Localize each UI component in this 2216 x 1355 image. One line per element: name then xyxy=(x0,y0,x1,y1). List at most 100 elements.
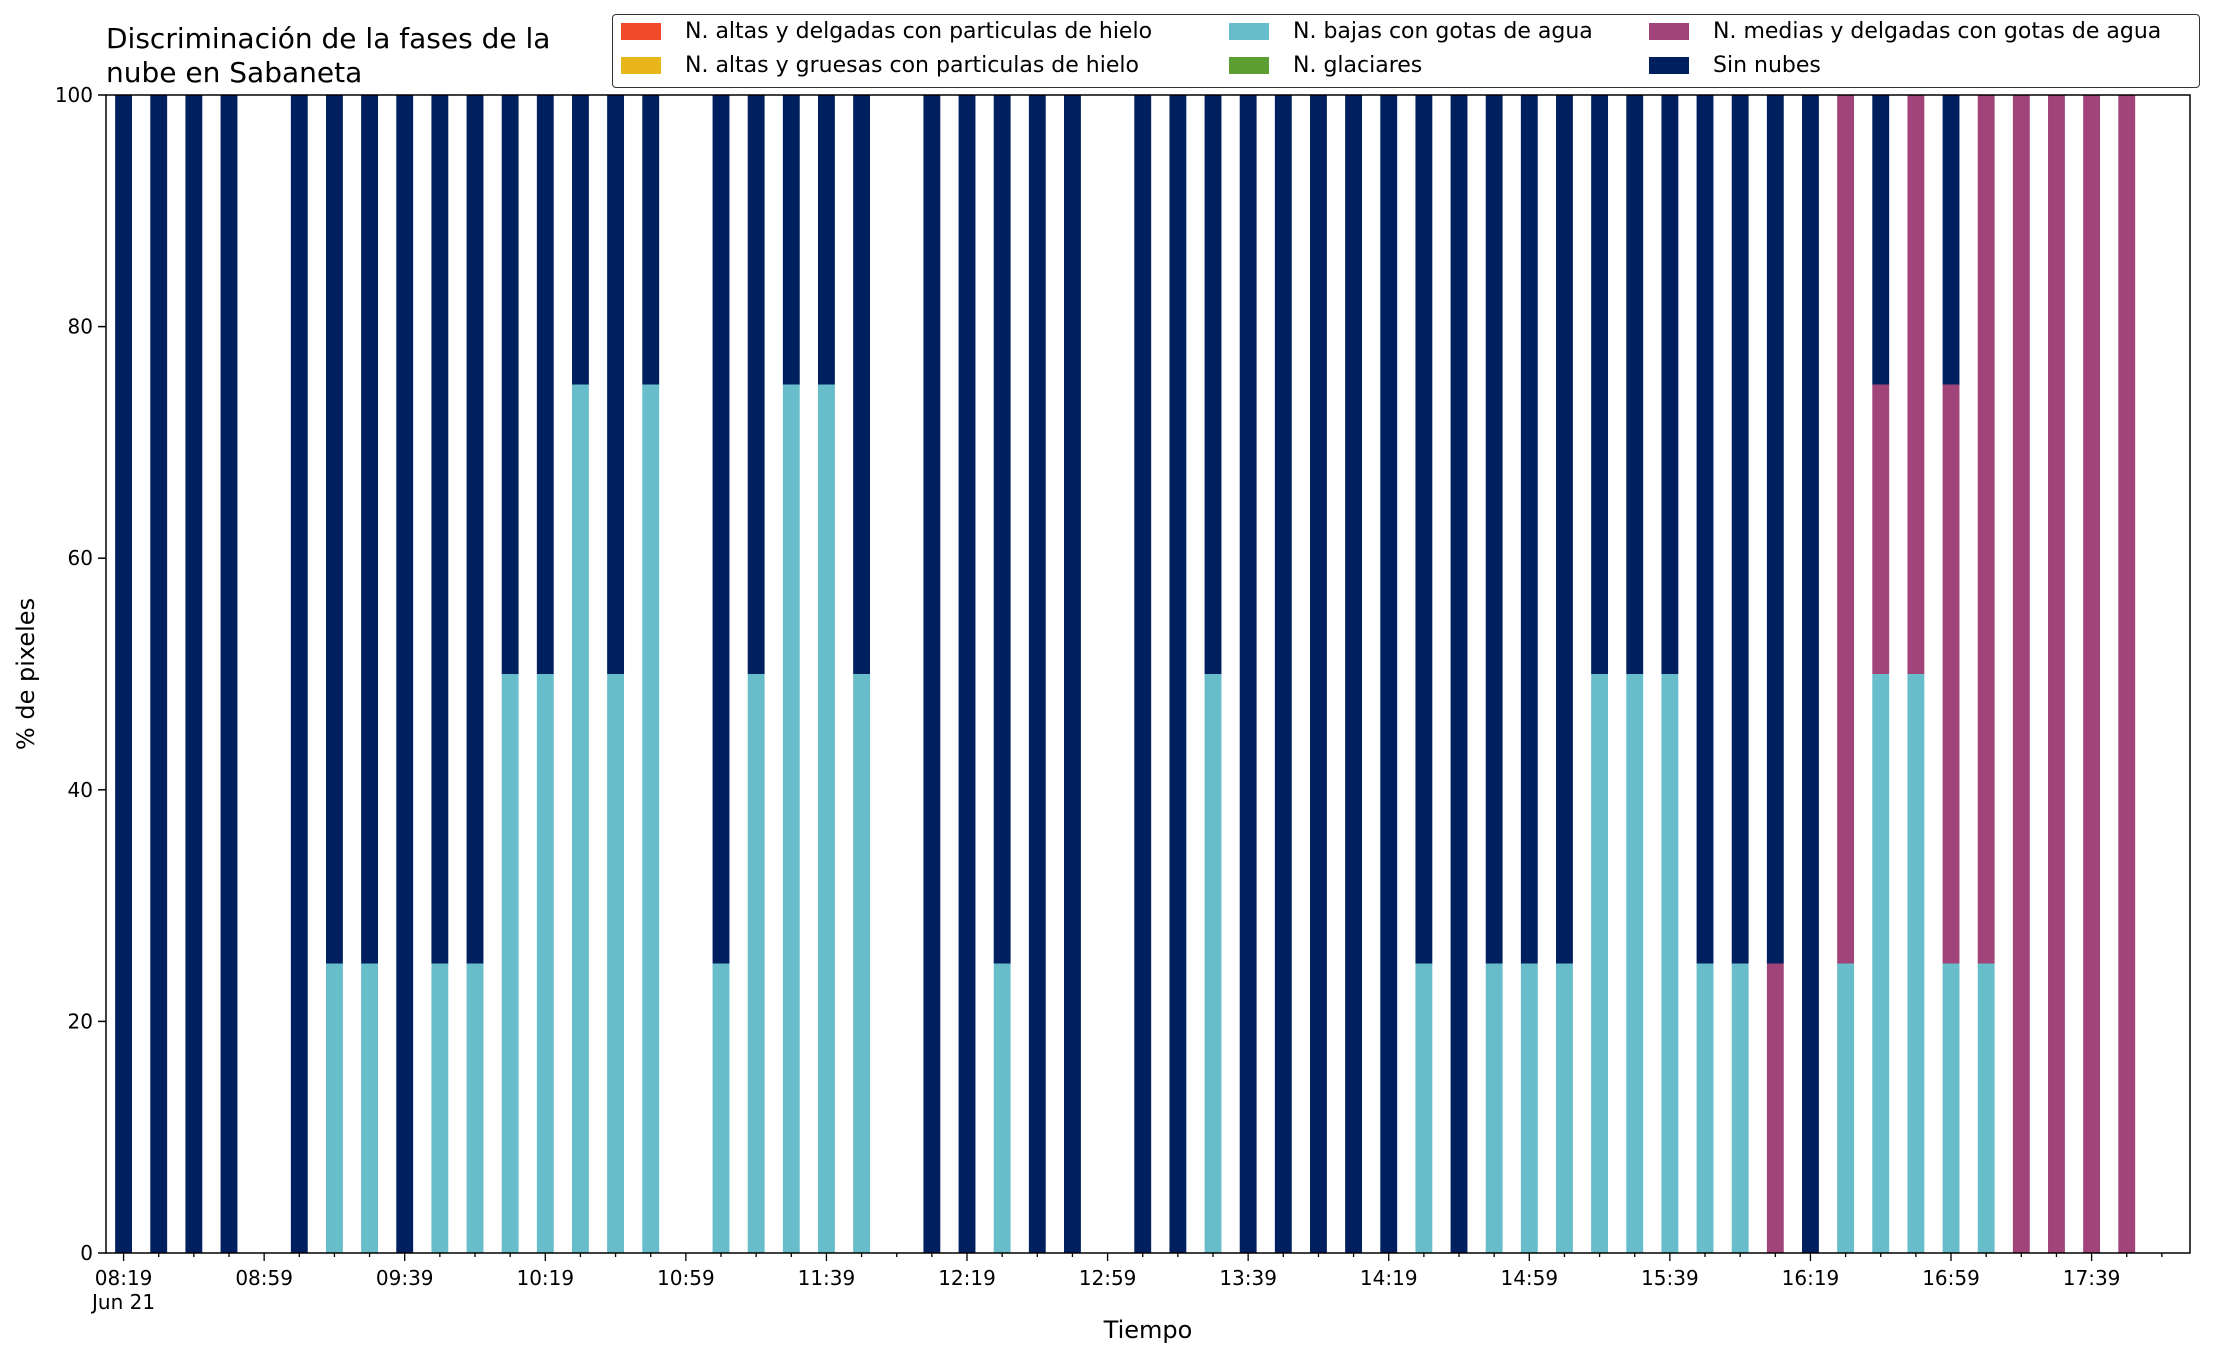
x-tick-label: 11:39 xyxy=(798,1266,856,1290)
bar-segment xyxy=(1028,95,1046,1253)
bar-segment xyxy=(115,95,133,1253)
legend-label: Sin nubes xyxy=(1713,53,1821,78)
bar-segment xyxy=(1872,384,1890,674)
bar-segment xyxy=(2083,95,2101,1253)
bar-segment xyxy=(1064,95,1081,1253)
x-tick-label: 12:59 xyxy=(1079,1266,1137,1290)
bar-segment xyxy=(150,95,168,1253)
x-tick-label: 15:39 xyxy=(1641,1266,1699,1290)
bar-segment xyxy=(782,384,800,1253)
bar-segment xyxy=(1591,95,1609,674)
x-tick-label: 16:19 xyxy=(1782,1266,1840,1290)
bar-segment xyxy=(853,674,871,1253)
bar-segment xyxy=(1450,95,1468,1253)
bar-segment xyxy=(1872,95,1890,385)
bar-segment xyxy=(607,95,625,674)
bar-segment xyxy=(185,95,203,1253)
legend-swatch xyxy=(1229,23,1269,40)
bar-segment xyxy=(1837,95,1855,964)
bar-segment xyxy=(747,95,765,674)
bar-segment xyxy=(1556,95,1573,964)
bar-segment xyxy=(1380,95,1398,1253)
bar-segment xyxy=(1626,95,1644,674)
bar-segment xyxy=(712,95,730,964)
y-tick-label: 40 xyxy=(68,778,93,802)
legend-label: N. glaciares xyxy=(1293,53,1423,78)
bar-segment xyxy=(1977,95,1995,964)
bar-segment xyxy=(1731,963,1749,1253)
x-axis-label: Tiempo xyxy=(1103,1316,1193,1344)
bar-segment xyxy=(466,963,484,1253)
bar-segment xyxy=(1977,963,1995,1253)
bar-segment xyxy=(818,95,835,385)
legend-item: N. medias y delgadas con gotas de agua xyxy=(1649,19,2161,44)
chart-title: Discriminación de la fases de la nube en… xyxy=(106,22,550,90)
bar-segment xyxy=(1485,95,1503,964)
bar-segment xyxy=(1766,95,1784,964)
x-tick-label: 14:19 xyxy=(1360,1266,1418,1290)
bar-segment xyxy=(993,95,1011,964)
bar-segment xyxy=(642,95,660,385)
legend-item: N. altas y gruesas con particulas de hie… xyxy=(621,53,1139,78)
legend-swatch xyxy=(1649,57,1689,74)
chart-title-line-2: nube en Sabaneta xyxy=(106,56,363,89)
bar-segment xyxy=(1345,95,1363,1253)
bar-segment xyxy=(1520,95,1538,964)
legend-label: N. bajas con gotas de agua xyxy=(1293,19,1593,44)
bar-segment xyxy=(431,963,449,1253)
bar-segment xyxy=(1169,95,1187,1253)
bar-segment xyxy=(607,674,625,1253)
chart-title-line-1: Discriminación de la fases de la xyxy=(106,22,551,55)
legend-item: N. glaciares xyxy=(1229,53,1422,78)
bar-segment xyxy=(361,95,379,964)
x-tick-label: 16:59 xyxy=(1922,1266,1980,1290)
bar-segment xyxy=(325,963,343,1253)
bar-segment xyxy=(2118,95,2136,1253)
bar-segment xyxy=(1661,674,1679,1253)
bar-segment xyxy=(782,95,800,385)
bar-segment xyxy=(853,95,871,674)
x-tick-label: Jun 21 xyxy=(90,1290,155,1314)
bar-segment xyxy=(1485,963,1503,1253)
bar-segment xyxy=(1696,95,1714,964)
bar-segment xyxy=(572,384,589,1253)
y-tick-label: 80 xyxy=(68,315,93,339)
x-tick-label: 14:59 xyxy=(1500,1266,1558,1290)
bar-segment xyxy=(1661,95,1679,674)
y-tick-label: 100 xyxy=(55,83,93,107)
bar-segment xyxy=(1802,95,1819,1253)
legend-label: N. altas y gruesas con particulas de hie… xyxy=(685,53,1139,78)
y-tick-label: 0 xyxy=(80,1241,93,1265)
bar-segment xyxy=(1520,963,1538,1253)
bars-layer xyxy=(115,95,2136,1253)
bar-segment xyxy=(1872,674,1890,1253)
y-axis: 0 20 40 60 80 100 xyxy=(55,83,106,1265)
bar-segment xyxy=(572,95,589,385)
legend-label: N. medias y delgadas con gotas de agua xyxy=(1713,19,2162,44)
legend-swatch xyxy=(1649,23,1689,40)
plot-frame xyxy=(105,94,2191,1254)
bar-segment xyxy=(2012,95,2030,1253)
x-tick-label: 17:39 xyxy=(2063,1266,2121,1290)
bar-segment xyxy=(1556,963,1573,1253)
bar-segment xyxy=(536,674,554,1253)
x-tick-label: 08:19 xyxy=(95,1266,153,1290)
bar-segment xyxy=(325,95,343,964)
bar-segment xyxy=(361,963,379,1253)
bar-segment xyxy=(1731,95,1749,964)
bar-segment xyxy=(958,95,976,1253)
bar-segment xyxy=(1907,674,1925,1253)
bar-segment xyxy=(747,674,765,1253)
bar-segment xyxy=(993,963,1011,1253)
bar-segment xyxy=(396,95,414,1253)
bar-segment xyxy=(1696,963,1714,1253)
legend-swatch xyxy=(1229,57,1269,74)
bar-segment xyxy=(466,95,484,964)
bar-segment xyxy=(818,384,835,1253)
legend-swatch xyxy=(621,57,661,74)
bar-segment xyxy=(536,95,554,674)
x-tick-label: 10:19 xyxy=(516,1266,574,1290)
bar-segment xyxy=(431,95,449,964)
